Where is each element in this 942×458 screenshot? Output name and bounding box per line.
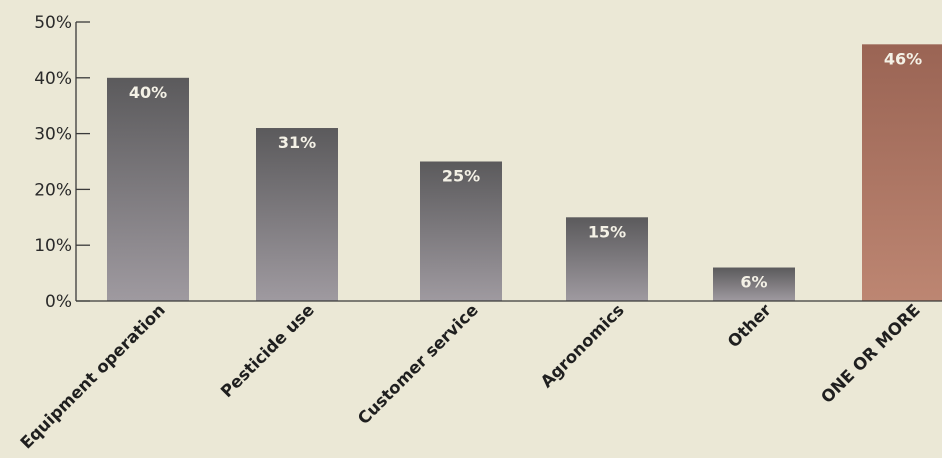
x-category-label: Agronomics bbox=[537, 300, 628, 391]
x-category-label: Pesticide use bbox=[217, 300, 318, 401]
x-category-label: Other bbox=[724, 300, 776, 352]
y-tick-label: 20% bbox=[34, 180, 72, 200]
y-axis: 0% 10% 20% 30% 40% 50% bbox=[34, 13, 942, 312]
data-label: 6% bbox=[740, 273, 767, 292]
bar-customer-service bbox=[420, 161, 502, 301]
bar-pesticide-use bbox=[256, 128, 338, 301]
y-tick-label: 10% bbox=[34, 236, 72, 256]
y-tick-label: 40% bbox=[34, 69, 72, 89]
x-category-label: ONE OR MORE bbox=[817, 300, 924, 407]
data-label: 25% bbox=[442, 167, 480, 186]
y-tick-label: 30% bbox=[34, 125, 72, 145]
x-category-label: Customer service bbox=[354, 300, 482, 428]
data-label: 31% bbox=[278, 133, 316, 152]
bar-agronomics bbox=[566, 217, 648, 301]
bar-other bbox=[713, 267, 795, 301]
y-tick-label: 50% bbox=[34, 13, 72, 33]
data-label: 15% bbox=[588, 222, 626, 241]
bar-one-or-more bbox=[862, 44, 942, 301]
data-label: 40% bbox=[129, 83, 167, 102]
bars-layer bbox=[107, 44, 942, 301]
bar-equipment-operation bbox=[107, 77, 189, 301]
x-category-label: Equipment operation bbox=[17, 300, 169, 452]
data-label: 46% bbox=[884, 49, 922, 68]
y-tick-label: 0% bbox=[45, 292, 72, 312]
